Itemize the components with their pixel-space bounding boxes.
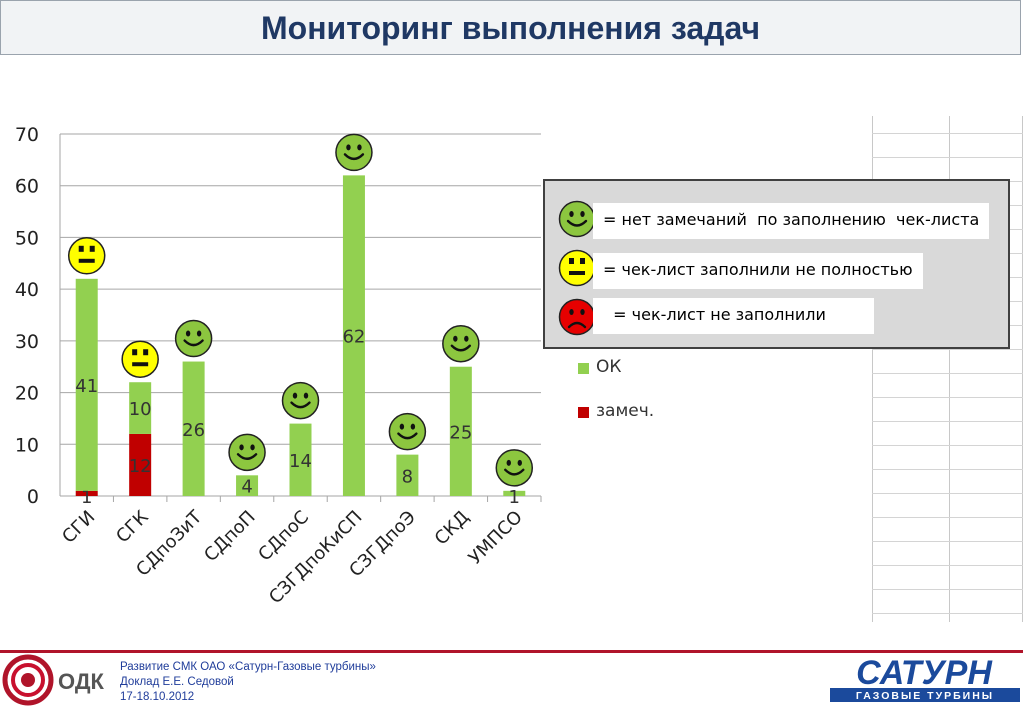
data-label: 10 (129, 399, 152, 420)
footer-line3: 17-18.10.2012 (120, 691, 195, 703)
happy-face-marker (281, 381, 320, 420)
data-label: 41 (75, 376, 98, 397)
y-tick-label: 40 (15, 279, 39, 301)
y-tick-label: 70 (15, 124, 39, 146)
legend-sad-label: = чек-лист не заполнили (593, 298, 874, 334)
data-label: 4 (241, 477, 252, 498)
saturn-logo-subtext: ГАЗОВЫЕ ТУРБИНЫ (856, 690, 994, 702)
x-tick-label: УМПСО (465, 507, 527, 569)
x-tick-label: СГК (112, 507, 153, 548)
bar-segment (342, 175, 365, 496)
happy-face-icon (558, 200, 596, 238)
y-tick-label: 0 (27, 486, 39, 508)
bar-segment (129, 433, 152, 496)
happy-face-marker (335, 133, 373, 172)
bar-segment (503, 490, 526, 496)
data-label: 62 (342, 327, 365, 348)
bar-segment (129, 382, 152, 434)
sad-face-icon (558, 298, 596, 336)
happy-face-marker (174, 319, 213, 358)
legend-happy-label: = нет замечаний по заполнению чек-листа (593, 203, 990, 239)
happy-face-marker (442, 324, 480, 363)
bar-segment (396, 454, 419, 496)
bar-segment (236, 475, 259, 496)
legend-neutral-label: = чек-лист заполнили не полностью (593, 253, 923, 289)
title-bar: Мониторинг выполнения задач (0, 0, 1021, 55)
happy-face-marker (228, 433, 266, 472)
bar-segment (75, 278, 98, 491)
footer-line2: Доклад Е.Е. Седовой (120, 676, 234, 688)
bar-segment (449, 366, 472, 496)
neutral-face-marker (121, 340, 159, 378)
page-title: Мониторинг выполнения задач (260, 10, 761, 46)
footer-line1: Развитие СМК ОАО «Сатурн-Газовые турбины… (120, 661, 376, 673)
y-tick-label: 50 (15, 227, 39, 249)
series-label-ok: ОК (596, 357, 622, 377)
footer-info: Развитие СМК ОАО «Сатурн-Газовые турбины… (120, 660, 376, 705)
y-tick-label: 60 (15, 176, 39, 198)
face-legend-box: = нет замечаний по заполнению чек-листа … (543, 179, 1010, 349)
odk-logo: ОДК (2, 654, 104, 706)
series-swatch-ok (578, 363, 589, 374)
y-tick-label: 20 (15, 383, 39, 405)
saturn-logo-text: САТУРН (856, 654, 993, 692)
saturn-logo: САТУРН ГАЗОВЫЕ ТУРБИНЫ (830, 654, 1020, 702)
bar-segment (289, 423, 312, 496)
bar-chart: 010203040506070141СГИ1210СГК26СДпоЗиТ4СД… (15, 124, 542, 608)
data-label: 14 (289, 451, 312, 472)
neutral-face-marker (67, 237, 106, 275)
x-tick-label: СЗГДпоКиСП (265, 507, 366, 608)
bar-segment (182, 361, 205, 496)
data-label: 1 (509, 487, 520, 508)
bar-segment (75, 490, 98, 496)
data-label: 25 (449, 422, 472, 443)
happy-face-marker (388, 412, 427, 451)
data-label: 1 (81, 487, 92, 508)
y-tick-label: 10 (15, 434, 39, 456)
series-label-remarks: замеч. (596, 401, 655, 421)
neutral-face-icon (558, 249, 596, 287)
x-tick-label: СДпоП (200, 507, 259, 566)
odk-logo-text: ОДК (58, 669, 104, 694)
y-tick-label: 30 (15, 331, 39, 353)
x-tick-label: СГИ (58, 507, 99, 548)
data-label: 8 (402, 466, 413, 487)
data-label: 12 (129, 456, 152, 477)
footer-divider (0, 650, 1023, 653)
x-tick-label: СКД (431, 507, 474, 550)
happy-face-marker (495, 449, 534, 487)
series-swatch-remarks (578, 407, 589, 418)
data-label: 26 (182, 420, 205, 441)
